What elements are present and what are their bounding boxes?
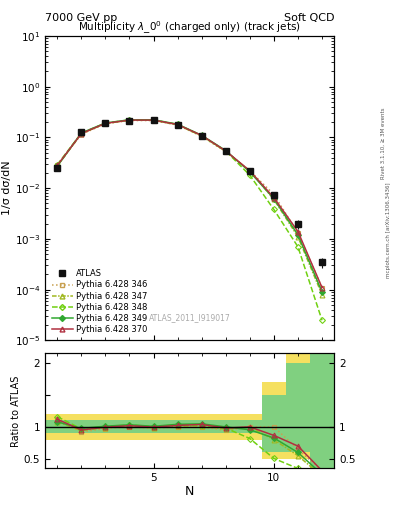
Y-axis label: 1/σ dσ/dN: 1/σ dσ/dN [2,161,12,216]
Text: Soft QCD: Soft QCD [284,13,334,23]
Text: ATLAS_2011_I919017: ATLAS_2011_I919017 [149,313,231,322]
Text: mcplots.cern.ch [arXiv:1306.3436]: mcplots.cern.ch [arXiv:1306.3436] [386,183,391,278]
X-axis label: N: N [185,485,194,498]
Text: 7000 GeV pp: 7000 GeV pp [45,13,118,23]
Title: Multiplicity $\lambda\_0^0$ (charged only) (track jets): Multiplicity $\lambda\_0^0$ (charged onl… [78,19,301,36]
Y-axis label: Ratio to ATLAS: Ratio to ATLAS [11,375,21,446]
Legend: ATLAS, Pythia 6.428 346, Pythia 6.428 347, Pythia 6.428 348, Pythia 6.428 349, P: ATLAS, Pythia 6.428 346, Pythia 6.428 34… [50,267,150,336]
Text: Rivet 3.1.10, ≥ 3M events: Rivet 3.1.10, ≥ 3M events [381,108,386,179]
